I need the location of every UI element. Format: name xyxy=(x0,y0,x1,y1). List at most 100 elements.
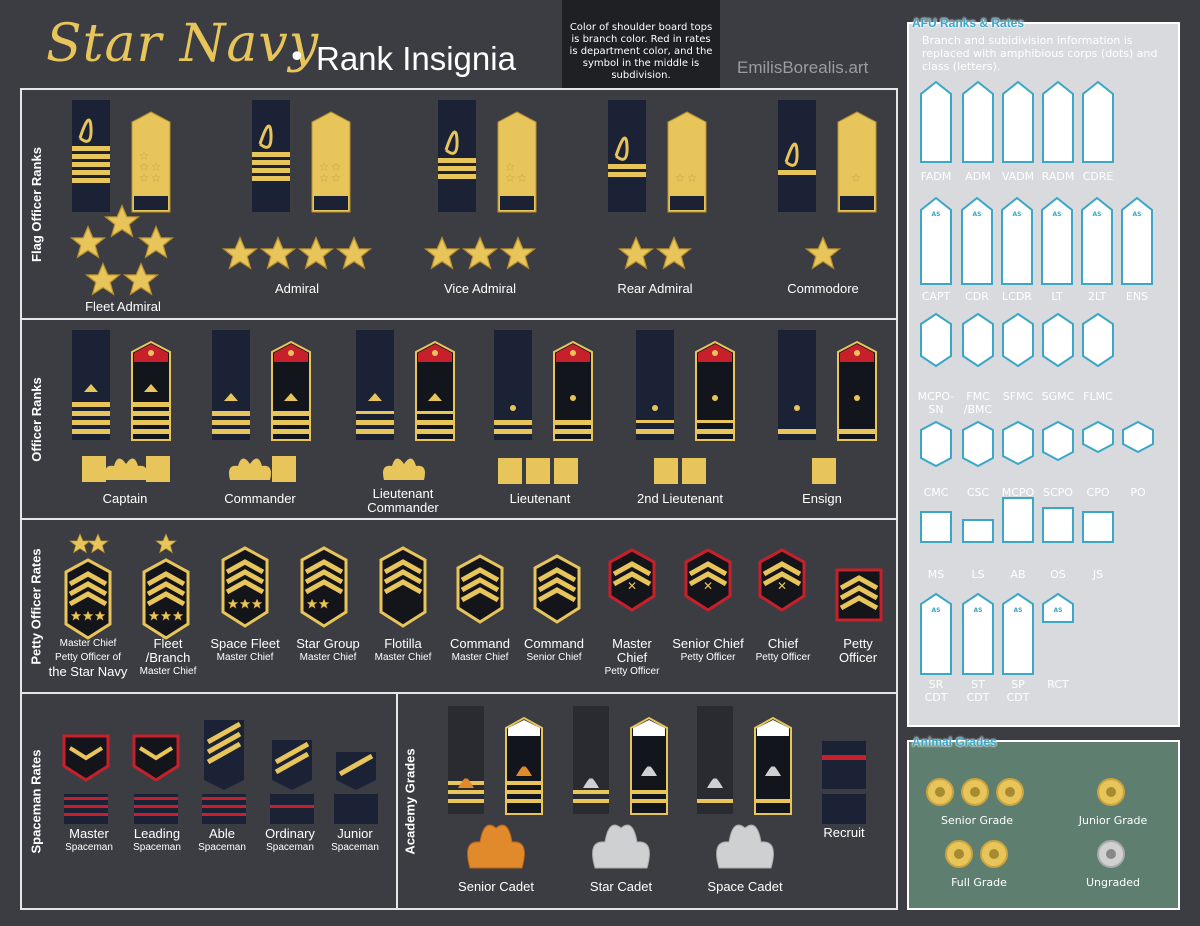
rank-stripe xyxy=(356,429,394,434)
coin-icon xyxy=(980,840,1008,868)
animal-grades-title: Animal Grades xyxy=(912,735,997,749)
red-stripe xyxy=(822,755,866,760)
rank-stripe xyxy=(252,176,290,181)
rank-stripe xyxy=(132,429,170,434)
red-stripe xyxy=(202,805,246,808)
coin-icon xyxy=(961,778,989,806)
coin-icon xyxy=(1097,840,1125,868)
rank-stripe xyxy=(356,411,394,414)
shoulder-board xyxy=(311,111,351,213)
coin-icon xyxy=(996,778,1024,806)
afu-class-text: AS xyxy=(1013,211,1022,218)
officer-insignia-group xyxy=(72,330,877,484)
chevron-icon xyxy=(383,569,423,585)
afu-badge xyxy=(962,312,994,368)
rank-stripe xyxy=(506,781,542,785)
rate-label-line: Able xyxy=(208,826,236,841)
rank-stripe xyxy=(696,420,734,423)
title-script: Star Navy xyxy=(46,14,320,74)
afu-badge xyxy=(1042,312,1074,368)
button-icon xyxy=(288,350,294,356)
afu-board xyxy=(962,592,994,675)
afu-rank-label: RCT xyxy=(1047,678,1069,691)
rank-label-ensign: Ensign xyxy=(802,491,842,506)
rank-stripe xyxy=(212,420,250,425)
afu-rank-label: CMC xyxy=(923,486,949,499)
afu-badge xyxy=(1042,507,1074,543)
rank-stripe xyxy=(608,164,646,169)
afu-rank-label: MCPO- SN xyxy=(917,390,955,416)
afu-board xyxy=(1002,80,1034,163)
star-icon xyxy=(138,225,174,258)
loop-icon xyxy=(784,142,799,167)
loop-icon xyxy=(78,118,93,143)
rate-label: Petty Officer xyxy=(839,637,877,665)
grade-label-space-cadet: Space Cadet xyxy=(707,879,783,894)
rank-stripe xyxy=(416,429,454,434)
rank-stripe xyxy=(416,420,454,425)
afu-board xyxy=(1081,196,1113,285)
rate-label: Space Fleet Master Chief xyxy=(210,637,279,665)
afu-badge xyxy=(962,420,994,468)
rank-stripe xyxy=(636,420,674,423)
diagonal-stripe xyxy=(338,753,374,777)
afu-badge xyxy=(920,511,952,543)
red-stripe xyxy=(64,805,108,808)
branch-top xyxy=(508,720,540,736)
rate-label: Leading Spaceman xyxy=(133,827,181,855)
red-stripe xyxy=(134,813,178,816)
section-divider xyxy=(22,692,896,694)
rank-stripe xyxy=(252,152,290,157)
pip-icon xyxy=(652,405,658,411)
rate-label-line: Chief xyxy=(616,650,648,665)
diagonal-stripe xyxy=(206,721,242,745)
star-icon xyxy=(462,236,498,269)
rank-stripe xyxy=(636,429,674,434)
afu-class-text: AS xyxy=(974,607,983,614)
chevron-icon xyxy=(68,591,108,607)
chevron-icon xyxy=(225,569,265,585)
rate-label: Junior Spaceman xyxy=(331,827,379,855)
button-icon xyxy=(148,350,154,356)
rate-label: Master Chief Petty Officer xyxy=(605,637,660,679)
afu-rank-label: ST CDT xyxy=(966,678,990,704)
rate-label-line: Spaceman xyxy=(331,842,379,853)
section-divider xyxy=(396,692,398,910)
afu-rank-label: SCPO xyxy=(1043,486,1073,499)
flag-insignia-group xyxy=(70,100,877,295)
rank-stripe xyxy=(506,790,542,794)
chevron-icon xyxy=(537,587,577,603)
legend-note: Color of shoulder board tops is branch c… xyxy=(562,0,720,90)
rate-label: Master Chief Petty Officer of the Star Nav… xyxy=(49,637,128,679)
rank-stripe xyxy=(132,420,170,425)
rank-stripe xyxy=(272,429,310,434)
rank-stripe xyxy=(438,158,476,163)
star-icon xyxy=(500,236,536,269)
section-divider xyxy=(22,318,896,320)
afu-panel-description: Branch and subidivision information is r… xyxy=(922,34,1158,73)
star-icon xyxy=(70,225,106,258)
afu-rank-label: LT xyxy=(1051,290,1063,303)
rank-label-captain: Captain xyxy=(102,491,148,506)
shoulder-board xyxy=(438,100,476,212)
afu-board xyxy=(1041,196,1073,285)
rank-label-commodore: Commodore xyxy=(787,281,859,296)
recruit-patch xyxy=(822,741,866,789)
afu-class-text: AS xyxy=(932,211,941,218)
rank-stripe xyxy=(252,168,290,173)
star-icon xyxy=(336,236,372,269)
afu-insignia-graphics: AS AS AS AS AS AS AS AS AS AS xyxy=(920,80,1154,675)
afu-class-text: AS xyxy=(1014,607,1023,614)
afu-rank-label: AB xyxy=(1010,568,1026,581)
afu-rank-label: LS xyxy=(971,568,985,581)
lotus-crown-icon xyxy=(229,458,271,480)
emblem-icon xyxy=(583,778,599,788)
pip-icon xyxy=(854,395,860,401)
afu-rank-label: MCPO xyxy=(1001,486,1035,499)
afu-rank-label: SP CDT xyxy=(1006,678,1030,704)
rank-stripe xyxy=(272,411,310,416)
rank-label-vice-admiral: Vice Admiral xyxy=(443,281,517,296)
afu-board xyxy=(1082,80,1114,163)
afu-class-text: AS xyxy=(973,211,982,218)
afu-badge xyxy=(920,420,952,468)
